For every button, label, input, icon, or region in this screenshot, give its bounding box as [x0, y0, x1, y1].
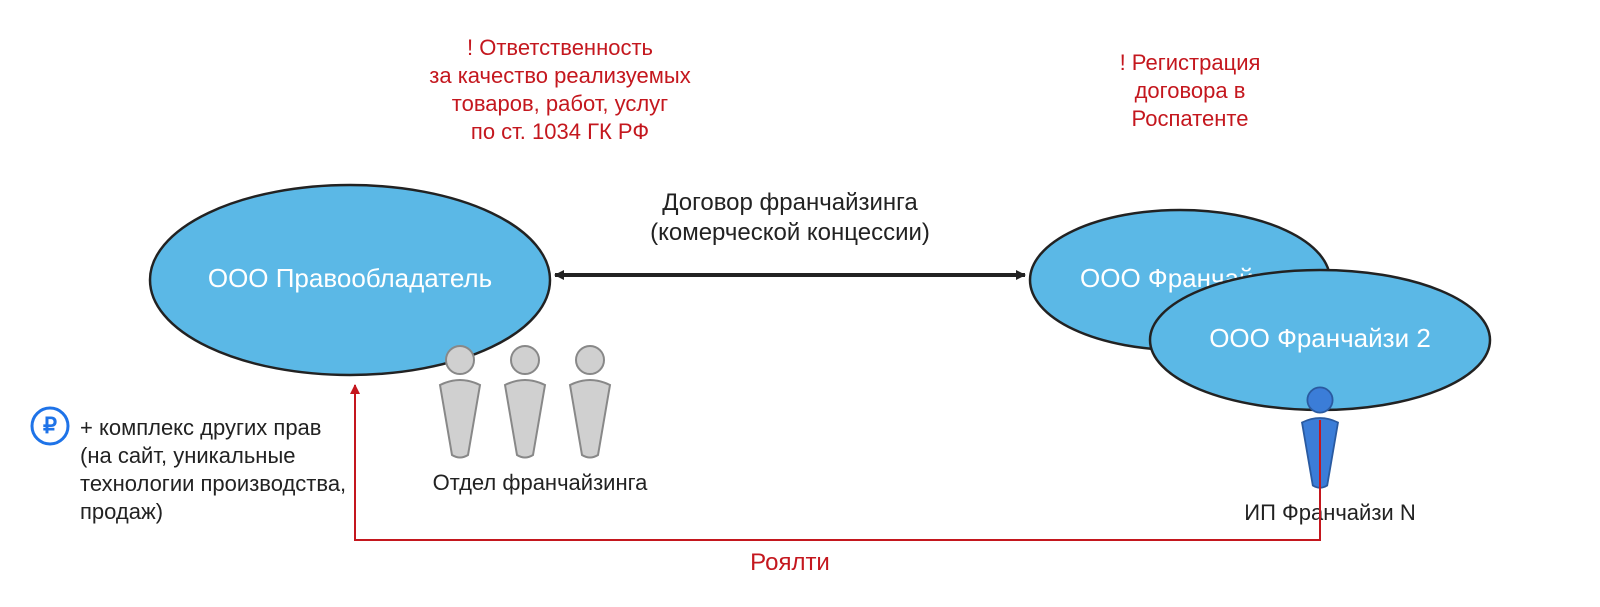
franchisee2-node-label: ООО Франчайзи 2	[1209, 323, 1431, 353]
contract-label: Договор франчайзинга (комерческой концесс…	[650, 189, 930, 246]
liability-note: ! Ответственность за качество реализуемых…	[429, 35, 690, 144]
svg-text:(комерческой концессии): (комерческой концессии)	[650, 219, 930, 246]
svg-text:! Регистрация: ! Регистрация	[1120, 50, 1261, 75]
owner-node-label: ООО Правообладатель	[208, 263, 492, 293]
svg-text:(на сайт, уникальные: (на сайт, уникальные	[80, 443, 296, 468]
person-gray-1	[505, 346, 545, 458]
svg-text:Роспатенте: Роспатенте	[1132, 106, 1249, 131]
svg-text:! Ответственность: ! Ответственность	[467, 35, 653, 60]
royalty-arrow	[355, 385, 1320, 540]
registration-note: ! Регистрация договора в Роспатенте	[1120, 50, 1261, 131]
svg-text:продаж): продаж)	[80, 499, 163, 524]
svg-text:по ст. 1034 ГК РФ: по ст. 1034 ГК РФ	[471, 119, 649, 144]
svg-text:за качество реализуемых: за качество реализуемых	[429, 63, 690, 88]
svg-text:товаров, работ, услуг: товаров, работ, услуг	[452, 91, 668, 116]
rights-note: + комплекс других прав (на сайт, уникальн…	[80, 415, 346, 524]
svg-text:Договор франчайзинга: Договор франчайзинга	[662, 189, 918, 216]
svg-text:технологии производства,: технологии производства,	[80, 471, 346, 496]
dept-label: Отдел франчайзинга	[433, 470, 649, 495]
svg-text:договора в: договора в	[1135, 78, 1246, 103]
svg-text:+ комплекс других прав: + комплекс других прав	[80, 415, 321, 440]
ruble-symbol: ₽	[43, 413, 57, 438]
person-gray-2	[570, 346, 610, 458]
person-gray-0	[440, 346, 480, 458]
royalty-label: Роялти	[750, 549, 830, 576]
ip-label: ИП Франчайзи N	[1244, 500, 1415, 525]
